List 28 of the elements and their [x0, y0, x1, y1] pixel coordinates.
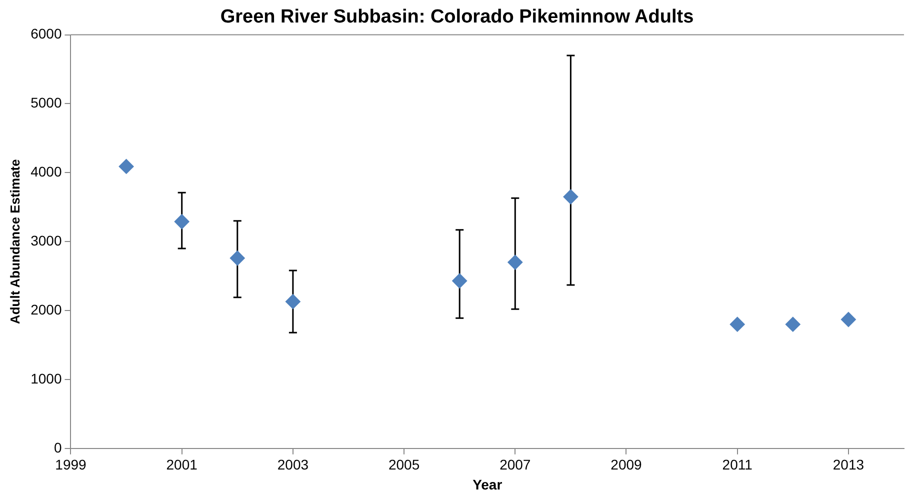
chart-title: Green River Subbasin: Colorado Pikeminnow Adults: [220, 6, 694, 28]
x-tick-label: 2013: [832, 456, 864, 473]
point: [230, 250, 245, 266]
point: [452, 273, 468, 288]
x-tick-label: 2005: [388, 456, 420, 473]
y-tick-label: 1000: [30, 370, 62, 386]
point: [785, 316, 800, 332]
y-tick-label: 0: [54, 439, 62, 456]
x-axis-title: Year: [472, 476, 503, 492]
y-tick-label: 5000: [30, 94, 62, 111]
point: [174, 214, 190, 230]
x-tick-label: 2009: [610, 456, 642, 473]
y-axis-title: Adult Abundance Estimate: [7, 159, 22, 324]
x-tick-label: 1999: [55, 456, 87, 473]
x-tick-label: 2001: [166, 456, 198, 473]
point: [285, 294, 300, 310]
x-tick-label: 2003: [277, 456, 309, 473]
point: [840, 312, 856, 327]
point: [118, 158, 134, 174]
point: [730, 316, 745, 332]
y-tick-label: 3000: [30, 232, 62, 248]
point: [563, 189, 578, 204]
y-tick-label: 4000: [30, 164, 62, 180]
x-tick-label: 2007: [500, 456, 531, 473]
x-tick-label: 2011: [722, 456, 753, 473]
point: [508, 254, 523, 270]
y-tick-label: 2000: [30, 301, 62, 318]
y-tick-label: 6000: [30, 26, 62, 42]
